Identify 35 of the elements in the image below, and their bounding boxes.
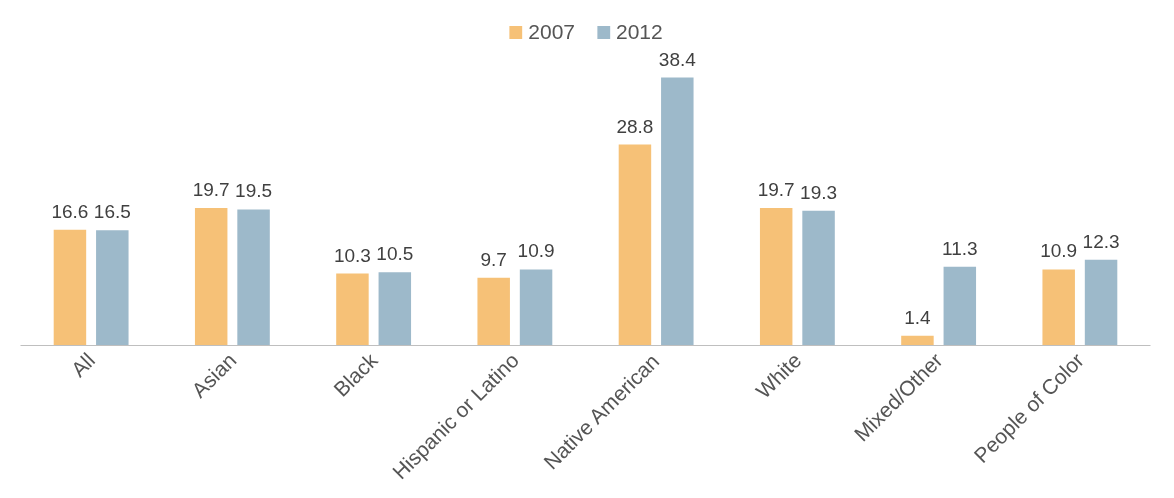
bar: [901, 335, 934, 346]
bar: [96, 230, 129, 346]
legend-label: 2007: [528, 20, 575, 44]
x-tick-label: All: [66, 348, 100, 382]
data-label: 16.6: [51, 200, 89, 222]
data-label: 10.3: [333, 244, 371, 266]
data-label: 19.5: [235, 180, 273, 202]
bar: [477, 277, 510, 346]
data-label: 10.5: [376, 243, 414, 265]
bar: [336, 273, 369, 346]
bar: [618, 144, 652, 346]
data-label: 38.4: [658, 48, 697, 70]
bar: [661, 77, 694, 346]
bar: [237, 209, 270, 346]
bar: [519, 269, 553, 346]
legend-label: 2012: [616, 20, 663, 44]
data-label: 19.7: [757, 179, 795, 201]
bar: [759, 208, 793, 346]
data-label: 10.9: [1040, 240, 1078, 262]
data-label: 19.3: [800, 181, 838, 203]
data-label: 10.9: [517, 240, 555, 262]
data-label: 19.7: [192, 179, 230, 201]
bar: [802, 210, 835, 346]
bar: [1084, 259, 1118, 346]
bar: [53, 229, 87, 346]
data-label: 11.3: [942, 237, 978, 259]
data-label: 16.5: [93, 201, 131, 223]
bar: [943, 266, 977, 346]
data-label: 28.8: [616, 115, 654, 137]
bar: [1042, 269, 1075, 346]
data-label: 1.4: [904, 306, 932, 328]
bar: [378, 272, 412, 346]
bar: [194, 208, 228, 346]
data-label: 9.7: [480, 248, 507, 270]
data-label: 12.3: [1082, 230, 1120, 252]
